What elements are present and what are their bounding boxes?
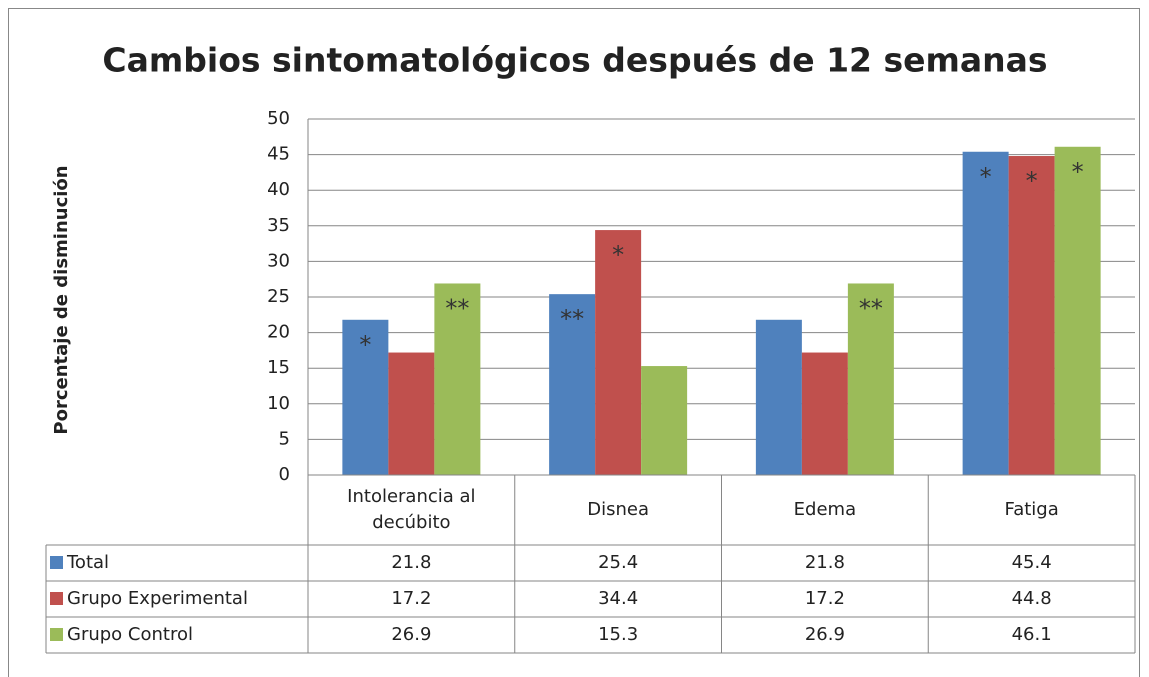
data-label: 46.1	[1012, 624, 1052, 645]
legend-swatch	[50, 592, 63, 605]
data-label: 25.4	[598, 552, 638, 573]
data-label: 17.2	[805, 588, 845, 609]
significance-marker: *	[980, 163, 992, 191]
data-label: 44.8	[1012, 588, 1052, 609]
legend-label: Total	[66, 552, 109, 573]
bar	[1054, 146, 1101, 475]
legend-label: Grupo Control	[67, 624, 193, 645]
y-tick-label: 45	[267, 144, 290, 165]
bar	[801, 352, 848, 475]
y-tick-label: 0	[279, 464, 290, 485]
bar	[962, 151, 1009, 475]
data-label: 21.8	[391, 552, 431, 573]
legend-swatch	[50, 556, 63, 569]
significance-marker: *	[1026, 167, 1038, 195]
y-tick-label: 15	[267, 357, 290, 378]
category-cell: Intolerancia al decúbito	[347, 486, 476, 533]
data-label: 15.3	[598, 624, 638, 645]
category-cell: Fatiga	[1004, 499, 1059, 520]
y-tick-label: 25	[267, 286, 290, 307]
bar	[388, 352, 435, 475]
data-label: 34.4	[598, 588, 638, 609]
legend-swatch	[50, 628, 63, 641]
chart-title: Cambios sintomatológicos después de 12 s…	[102, 41, 1047, 80]
data-label: 26.9	[805, 624, 845, 645]
significance-marker: **	[560, 305, 584, 333]
y-tick-label: 35	[267, 215, 290, 236]
significance-marker: **	[445, 294, 469, 322]
data-label: 26.9	[391, 624, 431, 645]
significance-marker: *	[612, 241, 624, 269]
category-cell: Disnea	[587, 499, 649, 520]
bar	[847, 283, 894, 475]
bar	[434, 283, 481, 475]
significance-marker: **	[859, 294, 883, 322]
y-tick-label: 5	[279, 428, 290, 449]
bar	[342, 319, 389, 475]
bar	[755, 319, 802, 475]
x-tick-label: Edema	[793, 499, 857, 520]
bar	[1008, 156, 1055, 476]
data-label: 17.2	[391, 588, 431, 609]
category-cell: Edema	[793, 499, 857, 520]
x-tick-label: Disnea	[587, 499, 649, 520]
y-tick-label: 20	[267, 322, 290, 343]
x-tick-label: Intolerancia al decúbito	[347, 486, 476, 533]
data-label: 45.4	[1012, 552, 1052, 573]
significance-marker: *	[1072, 158, 1084, 186]
significance-marker: *	[359, 331, 371, 359]
y-tick-label: 50	[267, 108, 290, 129]
bar	[595, 230, 642, 475]
y-axis-label: Porcentaje de disminución	[51, 165, 72, 434]
y-tick-label: 30	[267, 250, 290, 271]
x-tick-label: Fatiga	[1004, 499, 1059, 520]
y-tick-label: 10	[267, 393, 290, 414]
bar	[641, 366, 688, 475]
y-tick-label: 40	[267, 179, 290, 200]
legend-label: Grupo Experimental	[67, 588, 248, 609]
bar	[549, 294, 596, 475]
data-label: 21.8	[805, 552, 845, 573]
